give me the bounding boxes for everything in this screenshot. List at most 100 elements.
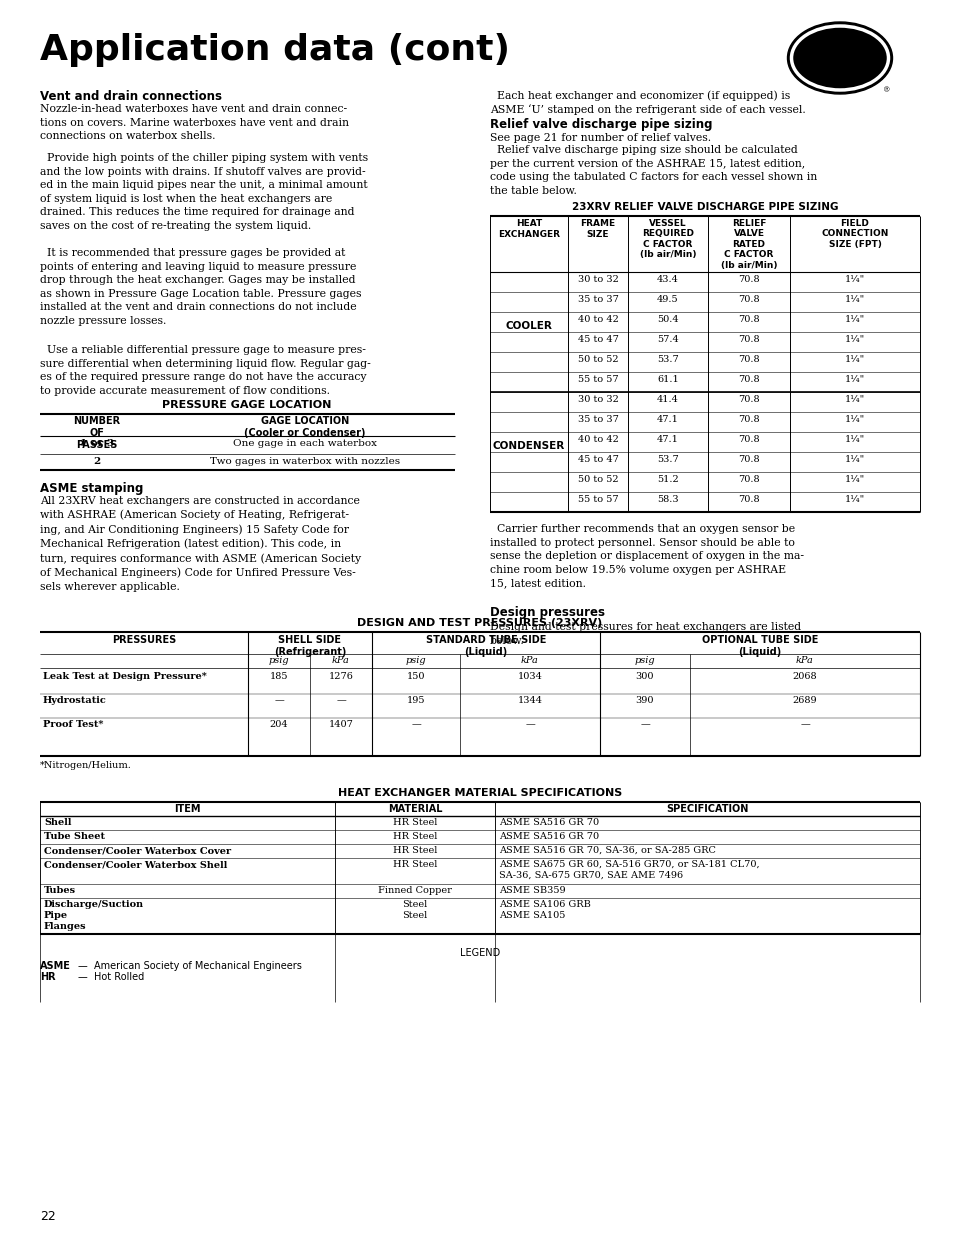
Text: kPa: kPa [795, 656, 813, 664]
Text: 70.8: 70.8 [738, 275, 759, 284]
Text: Tube Sheet: Tube Sheet [44, 832, 105, 841]
Text: ITEM: ITEM [173, 804, 200, 814]
Text: 50 to 52: 50 to 52 [578, 475, 618, 484]
Text: 1¹⁄₄": 1¹⁄₄" [844, 315, 864, 324]
Text: ASME SA516 GR 70: ASME SA516 GR 70 [498, 818, 598, 827]
Text: 43.4: 43.4 [657, 275, 679, 284]
Text: 1¹⁄₄": 1¹⁄₄" [844, 295, 864, 304]
Text: Discharge/Suction
Pipe
Flanges: Discharge/Suction Pipe Flanges [44, 900, 144, 931]
Text: 50.4: 50.4 [657, 315, 679, 324]
Text: 50 to 52: 50 to 52 [578, 354, 618, 364]
Text: 1407: 1407 [328, 720, 353, 729]
Text: HR Steel: HR Steel [393, 860, 436, 869]
Text: 1¹⁄₄": 1¹⁄₄" [844, 275, 864, 284]
Text: RELIEF
VALVE
RATED
C FACTOR
(lb air/Min): RELIEF VALVE RATED C FACTOR (lb air/Min) [720, 219, 777, 269]
Text: 1¹⁄₄": 1¹⁄₄" [844, 435, 864, 445]
Text: Carrier further recommends that an oxygen sensor be
installed to protect personn: Carrier further recommends that an oxyge… [490, 524, 803, 588]
Text: 30 to 32: 30 to 32 [577, 275, 618, 284]
Text: 204: 204 [270, 720, 288, 729]
Text: psig: psig [634, 656, 655, 664]
Text: 70.8: 70.8 [738, 435, 759, 445]
Text: Finned Copper: Finned Copper [377, 885, 452, 895]
Text: DESIGN AND TEST PRESSURES (23XRV): DESIGN AND TEST PRESSURES (23XRV) [357, 618, 602, 629]
Text: Two gages in waterbox with nozzles: Two gages in waterbox with nozzles [210, 457, 399, 466]
Text: 61.1: 61.1 [657, 375, 679, 384]
Text: 2: 2 [93, 457, 100, 466]
Text: 57.4: 57.4 [657, 335, 679, 345]
Text: —  American Society of Mechanical Engineers: — American Society of Mechanical Enginee… [78, 961, 301, 971]
Text: 150: 150 [406, 672, 425, 680]
Text: ASME SA675 GR 60, SA-516 GR70, or SA-181 CL70,
SA-36, SA-675 GR70, SAE AME 7496: ASME SA675 GR 60, SA-516 GR70, or SA-181… [498, 860, 759, 881]
Text: —: — [800, 720, 809, 729]
Text: Relief valve discharge pipe sizing: Relief valve discharge pipe sizing [490, 119, 712, 131]
Text: It is recommended that pressure gages be provided at
points of entering and leav: It is recommended that pressure gages be… [40, 248, 361, 326]
Text: GAGE LOCATION
(Cooler or Condenser): GAGE LOCATION (Cooler or Condenser) [244, 416, 365, 438]
Text: 195: 195 [406, 697, 425, 705]
Text: Leak Test at Design Pressure*: Leak Test at Design Pressure* [43, 672, 207, 680]
Text: 35 to 37: 35 to 37 [577, 295, 618, 304]
Text: 1¹⁄₄": 1¹⁄₄" [844, 375, 864, 384]
Text: Steel
Steel: Steel Steel [402, 900, 427, 920]
Text: 41.4: 41.4 [657, 395, 679, 404]
Text: —: — [524, 720, 535, 729]
Text: 70.8: 70.8 [738, 395, 759, 404]
Text: HR Steel: HR Steel [393, 818, 436, 827]
Text: kPa: kPa [332, 656, 350, 664]
Text: 1¹⁄₄": 1¹⁄₄" [844, 475, 864, 484]
Text: HEAT EXCHANGER MATERIAL SPECIFICATIONS: HEAT EXCHANGER MATERIAL SPECIFICATIONS [337, 788, 621, 798]
Text: 1¹⁄₄": 1¹⁄₄" [844, 335, 864, 345]
Text: 1¹⁄₄": 1¹⁄₄" [844, 495, 864, 504]
Text: All 23XRV heat exchangers are constructed in accordance
with ASHRAE (American So: All 23XRV heat exchangers are constructe… [40, 496, 361, 592]
Text: 47.1: 47.1 [657, 435, 679, 445]
Text: Each heat exchanger and economizer (if equipped) is
ASME ‘U’ stamped on the refr: Each heat exchanger and economizer (if e… [490, 90, 805, 115]
Text: 390: 390 [635, 697, 654, 705]
Text: HR Steel: HR Steel [393, 846, 436, 855]
Text: 40 to 42: 40 to 42 [577, 435, 618, 445]
Text: 45 to 47: 45 to 47 [577, 335, 618, 345]
Text: 55 to 57: 55 to 57 [578, 495, 618, 504]
Text: 1¹⁄₄": 1¹⁄₄" [844, 415, 864, 424]
Text: Condenser/Cooler Waterbox Shell: Condenser/Cooler Waterbox Shell [44, 860, 227, 869]
Text: ASME stamping: ASME stamping [40, 482, 143, 495]
Text: NUMBER
OF
PASSES: NUMBER OF PASSES [73, 416, 120, 450]
Text: VESSEL
REQUIRED
C FACTOR
(lb air/Min): VESSEL REQUIRED C FACTOR (lb air/Min) [639, 219, 696, 259]
Text: Proof Test*: Proof Test* [43, 720, 103, 729]
Text: 40 to 42: 40 to 42 [577, 315, 618, 324]
Text: STANDARD TUBE SIDE
(Liquid): STANDARD TUBE SIDE (Liquid) [425, 635, 546, 657]
Text: —: — [274, 697, 284, 705]
Text: 70.8: 70.8 [738, 495, 759, 504]
Text: —: — [335, 697, 346, 705]
Text: Use a reliable differential pressure gage to measure pres-
sure differential whe: Use a reliable differential pressure gag… [40, 345, 371, 395]
Text: 45 to 47: 45 to 47 [577, 454, 618, 464]
Text: COOLER: COOLER [505, 321, 552, 331]
Ellipse shape [786, 22, 892, 94]
Text: 55 to 57: 55 to 57 [578, 375, 618, 384]
Text: OPTIONAL TUBE SIDE
(Liquid): OPTIONAL TUBE SIDE (Liquid) [701, 635, 818, 657]
Text: 51.2: 51.2 [657, 475, 679, 484]
Text: 300: 300 [635, 672, 654, 680]
Text: Nozzle-in-head waterboxes have vent and drain connec-
tions on covers. Marine wa: Nozzle-in-head waterboxes have vent and … [40, 104, 349, 141]
Text: SPECIFICATION: SPECIFICATION [665, 804, 747, 814]
Text: SHELL SIDE
(Refrigerant): SHELL SIDE (Refrigerant) [274, 635, 346, 657]
Text: PRESSURE GAGE LOCATION: PRESSURE GAGE LOCATION [162, 400, 332, 410]
Text: 47.1: 47.1 [657, 415, 679, 424]
Text: 70.8: 70.8 [738, 454, 759, 464]
Text: 1¹⁄₄": 1¹⁄₄" [844, 454, 864, 464]
Text: 23XRV RELIEF VALVE DISCHARGE PIPE SIZING: 23XRV RELIEF VALVE DISCHARGE PIPE SIZING [571, 203, 838, 212]
Text: 22: 22 [40, 1210, 55, 1223]
Text: LEGEND: LEGEND [459, 948, 499, 958]
Text: Design pressures: Design pressures [490, 606, 604, 619]
Text: 70.8: 70.8 [738, 375, 759, 384]
Text: 1034: 1034 [517, 672, 542, 680]
Text: 1 or 3: 1 or 3 [80, 438, 113, 448]
Text: Carrier: Carrier [802, 41, 876, 59]
Text: Relief valve discharge piping size should be calculated
per the current version : Relief valve discharge piping size shoul… [490, 144, 817, 196]
Text: ASME SA516 GR 70, SA-36, or SA-285 GRC: ASME SA516 GR 70, SA-36, or SA-285 GRC [498, 846, 715, 855]
Text: HR Steel: HR Steel [393, 832, 436, 841]
Text: Condenser/Cooler Waterbox Cover: Condenser/Cooler Waterbox Cover [44, 846, 231, 855]
Text: 58.3: 58.3 [657, 495, 679, 504]
Text: Hydrostatic: Hydrostatic [43, 697, 107, 705]
Text: 70.8: 70.8 [738, 475, 759, 484]
Text: —: — [411, 720, 420, 729]
Text: 53.7: 53.7 [657, 454, 679, 464]
